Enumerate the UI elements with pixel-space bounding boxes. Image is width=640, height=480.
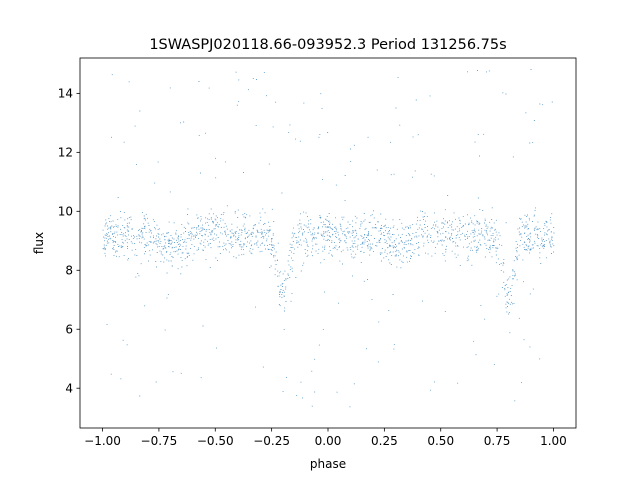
x-tick-label: 1.00	[540, 434, 567, 448]
x-tick-label: 0.50	[427, 434, 454, 448]
y-axis-label: flux	[32, 232, 46, 254]
y-tick-label: 10	[58, 205, 73, 219]
flux-points	[102, 69, 555, 408]
plot-area	[80, 58, 576, 428]
x-tick-label: 0.00	[315, 434, 342, 448]
x-tick-label: 0.75	[484, 434, 511, 448]
x-axis: −1.00 −0.75 −0.50 −0.25 0.00 0.25 0.50 0.75 1.00	[84, 428, 567, 448]
x-tick-label: −0.75	[141, 434, 178, 448]
y-axis: 4 6 8 10 12 14	[58, 87, 80, 395]
x-tick-label: −1.00	[84, 434, 121, 448]
x-tick-label: 0.25	[371, 434, 398, 448]
y-tick-label: 12	[58, 146, 73, 160]
data-points	[102, 69, 555, 408]
plot-frame	[79, 57, 577, 429]
x-tick-label: −0.50	[197, 434, 234, 448]
y-tick-label: 8	[65, 264, 73, 278]
x-tick-label: −0.25	[253, 434, 290, 448]
y-tick-label: 6	[65, 323, 73, 337]
y-tick-label: 14	[58, 87, 73, 101]
x-axis-label: phase	[310, 457, 346, 471]
y-tick-label: 4	[65, 381, 73, 395]
chart-title: 1SWASPJ020118.66-093952.3 Period 131256.…	[149, 37, 506, 53]
